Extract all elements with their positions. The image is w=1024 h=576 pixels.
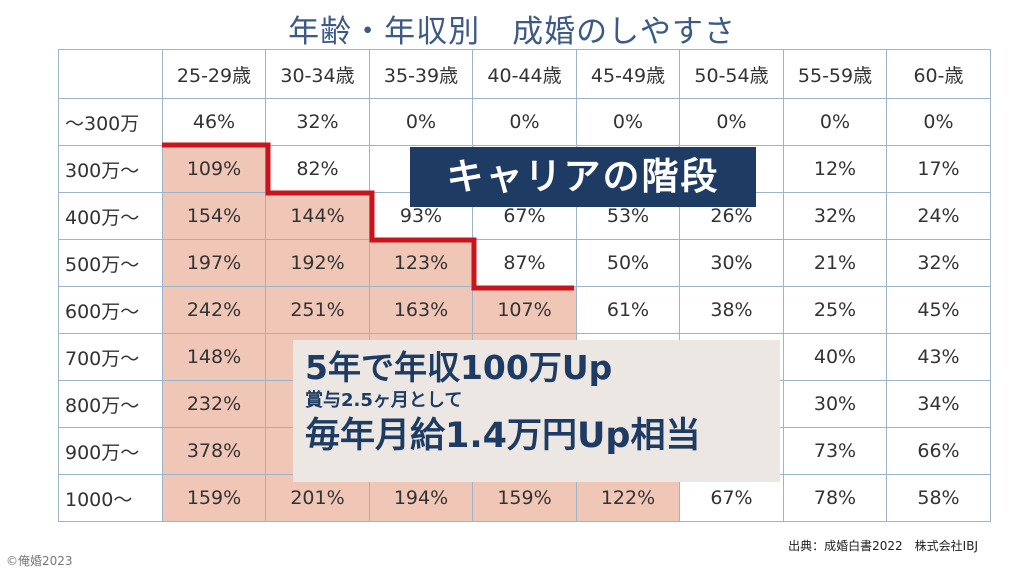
corner-cell [58, 49, 163, 99]
table-cell: 0% [783, 98, 887, 146]
column-header: 55-59歳 [783, 49, 887, 99]
table-cell: 58% [886, 474, 991, 522]
table-cell: 159% [472, 474, 577, 522]
column-header: 35-39歳 [369, 49, 473, 99]
table-cell: 78% [783, 474, 887, 522]
row-header: 400万〜 [58, 192, 163, 240]
table-cell: 50% [576, 239, 680, 287]
table-cell: 61% [576, 286, 680, 334]
table-cell: 0% [576, 98, 680, 146]
row-header: 800万〜 [58, 380, 163, 428]
salary-callout: 5年で年収100万Up 賞与2.5ヶ月として 毎年月給1.4万円Up相当 [293, 340, 780, 482]
table-cell: 34% [886, 380, 991, 428]
table-cell: 45% [886, 286, 991, 334]
career-ladder-label: キャリアの階段 [410, 147, 756, 207]
column-header: 30-34歳 [265, 49, 370, 99]
callout-line-3: 毎年月給1.4万円Up相当 [305, 416, 701, 456]
page-title: 年齢・年収別 成婚のしやすさ [288, 14, 736, 50]
table-cell: 0% [472, 98, 577, 146]
table-cell: 17% [886, 145, 991, 193]
table-cell: 0% [886, 98, 991, 146]
table-cell: 30% [783, 380, 887, 428]
table-cell: 378% [162, 427, 266, 475]
table-cell: 159% [162, 474, 266, 522]
row-header: 600万〜 [58, 286, 163, 334]
column-header: 40-44歳 [472, 49, 577, 99]
table-cell: 194% [369, 474, 473, 522]
column-header: 25-29歳 [162, 49, 266, 99]
table-cell: 242% [162, 286, 266, 334]
table-row: 500万〜 197% 192% 123% 87% 50% 30% 21% 32% [58, 239, 991, 287]
table-cell: 0% [369, 98, 473, 146]
table-cell: 73% [783, 427, 887, 475]
callout-line-1: 5年で年収100万Up [305, 348, 613, 387]
table-row: 600万〜 242% 251% 163% 107% 61% 38% 25% 45% [58, 286, 991, 334]
table-cell: 192% [265, 239, 370, 287]
table-cell: 12% [783, 145, 887, 193]
table-cell: 66% [886, 427, 991, 475]
table-cell: 24% [886, 192, 991, 240]
table-cell: 40% [783, 333, 887, 381]
table-cell: 32% [886, 239, 991, 287]
table-cell: 109% [162, 145, 266, 193]
table-cell: 21% [783, 239, 887, 287]
table-cell: 43% [886, 333, 991, 381]
row-header: 900万〜 [58, 427, 163, 475]
table-cell: 38% [679, 286, 784, 334]
table-cell: 32% [265, 98, 370, 146]
table-cell: 82% [265, 145, 370, 193]
table-cell: 201% [265, 474, 370, 522]
row-header: 300万〜 [58, 145, 163, 193]
table-cell: 144% [265, 192, 370, 240]
table-cell: 107% [472, 286, 577, 334]
row-header: 〜300万 [58, 98, 163, 146]
table-cell: 87% [472, 239, 577, 287]
table-cell: 0% [679, 98, 784, 146]
table-cell: 30% [679, 239, 784, 287]
column-header: 60-歳 [886, 49, 991, 99]
table-cell: 67% [679, 474, 784, 522]
row-header: 700万〜 [58, 333, 163, 381]
table-cell: 251% [265, 286, 370, 334]
header-row: 25-29歳 30-34歳 35-39歳 40-44歳 45-49歳 50-54歳 55-5… [58, 49, 991, 99]
source-citation: 出典：成婚白書2022 株式会社IBJ [788, 539, 978, 553]
copyright: ©俺婚2023 [6, 554, 73, 568]
table-cell: 123% [369, 239, 473, 287]
table-row: 1000〜 159% 201% 194% 159% 122% 67% 78% 58% [58, 474, 991, 522]
table-cell: 163% [369, 286, 473, 334]
row-header: 500万〜 [58, 239, 163, 287]
table-cell: 154% [162, 192, 266, 240]
table-cell: 148% [162, 333, 266, 381]
table-row: 〜300万 46% 32% 0% 0% 0% 0% 0% 0% [58, 98, 991, 146]
callout-line-2: 賞与2.5ヶ月として [305, 390, 463, 411]
column-header: 50-54歳 [679, 49, 784, 99]
column-header: 45-49歳 [576, 49, 680, 99]
table-cell: 122% [576, 474, 680, 522]
table-cell: 197% [162, 239, 266, 287]
table-cell: 46% [162, 98, 266, 146]
row-header: 1000〜 [58, 474, 163, 522]
table-cell: 32% [783, 192, 887, 240]
table-cell: 232% [162, 380, 266, 428]
table-cell: 25% [783, 286, 887, 334]
